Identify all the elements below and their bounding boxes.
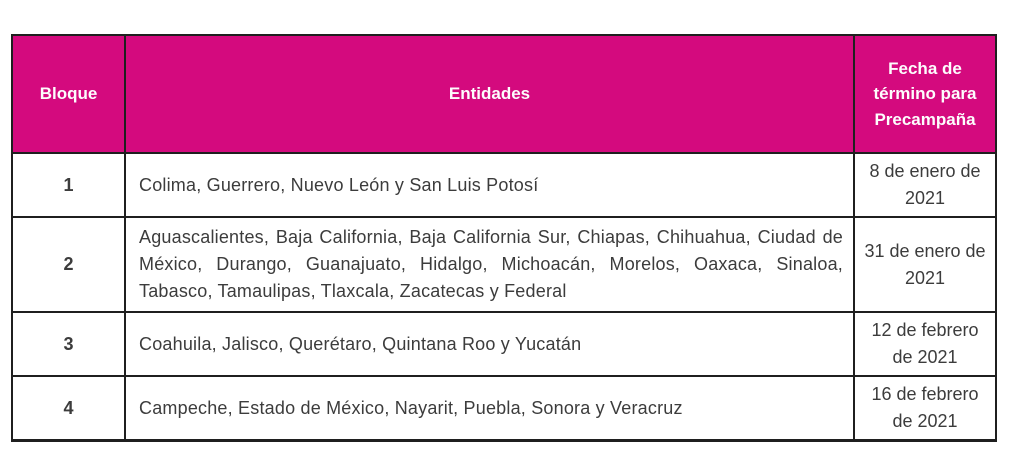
table-row: 3 Coahuila, Jalisco, Querétaro, Quintana… (11, 311, 997, 377)
bloque-cell: 3 (11, 311, 126, 377)
fecha-cell: 16 de febrero de 2021 (853, 375, 997, 442)
table-row: 4 Campeche, Estado de México, Nayarit, P… (11, 375, 997, 442)
fecha-cell: 12 de febrero de 2021 (853, 311, 997, 377)
bloque-cell: 2 (11, 216, 126, 313)
table-row: 1 Colima, Guerrero, Nuevo León y San Lui… (11, 152, 997, 218)
precampana-table-container: Bloque Entidades Fecha de término para P… (11, 34, 997, 442)
header-fecha-termino: Fecha de término para Precampaña (853, 34, 997, 154)
entidades-cell: Aguascalientes, Baja California, Baja Ca… (124, 216, 855, 313)
precampana-schedule-table: Bloque Entidades Fecha de término para P… (11, 34, 997, 442)
table-row: 2 Aguascalientes, Baja California, Baja … (11, 216, 997, 313)
bloque-cell: 4 (11, 375, 126, 442)
entidades-cell: Colima, Guerrero, Nuevo León y San Luis … (124, 152, 855, 218)
entidades-cell: Coahuila, Jalisco, Querétaro, Quintana R… (124, 311, 855, 377)
table-header: Bloque Entidades Fecha de término para P… (11, 34, 997, 154)
entidades-cell: Campeche, Estado de México, Nayarit, Pue… (124, 375, 855, 442)
header-row: Bloque Entidades Fecha de término para P… (11, 34, 997, 154)
bloque-cell: 1 (11, 152, 126, 218)
header-entidades: Entidades (124, 34, 855, 154)
fecha-cell: 8 de enero de 2021 (853, 152, 997, 218)
header-bloque: Bloque (11, 34, 126, 154)
table-body: 1 Colima, Guerrero, Nuevo León y San Lui… (11, 152, 997, 442)
fecha-cell: 31 de enero de 2021 (853, 216, 997, 313)
